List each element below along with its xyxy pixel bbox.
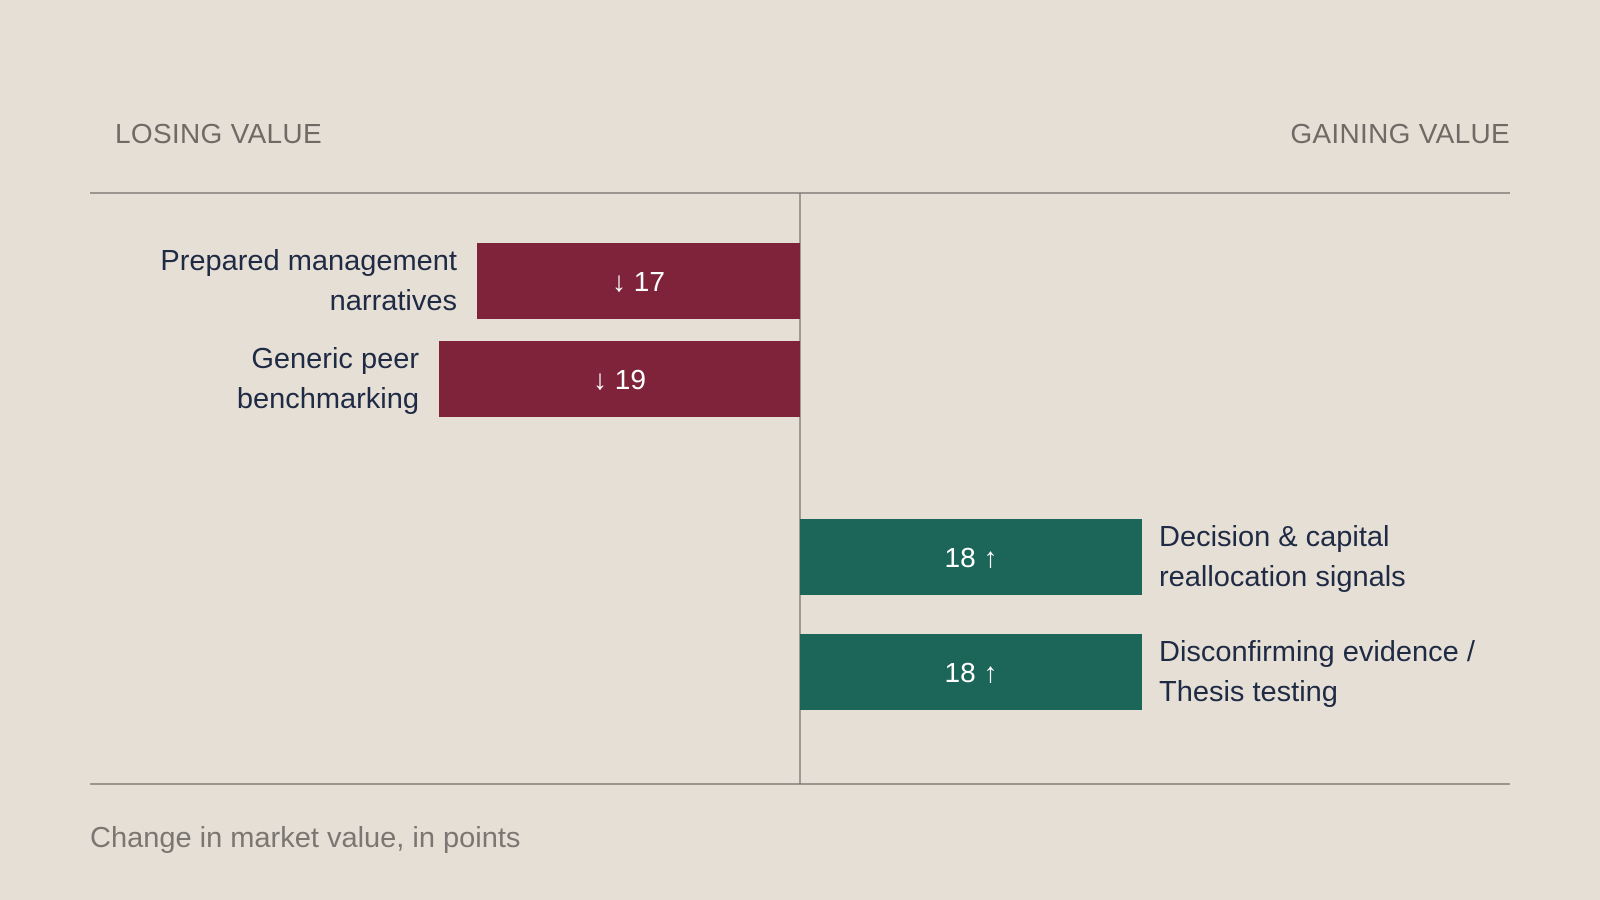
category-label-3: Decision & capital reallocation signals: [1159, 521, 1406, 593]
category-label-4: Disconfirming evidence / Thesis testing: [1159, 636, 1476, 708]
losing-value-heading: LOSING VALUE: [115, 118, 322, 149]
bars-group: ↓ 17 Prepared management narratives ↓ 19 Gen…: [160, 243, 1476, 710]
bar-value-label-4: 18 ↑: [945, 657, 998, 688]
bar-value-label-1: ↓ 17: [612, 266, 665, 297]
gaining-value-heading: GAINING VALUE: [1290, 118, 1510, 149]
bar-4: [800, 634, 1142, 710]
category-label-2: Generic peer benchmarking: [237, 343, 419, 415]
bar-2: [439, 341, 800, 417]
bar-value-label-2: ↓ 19: [593, 364, 646, 395]
bar-value-label-3: 18 ↑: [945, 542, 998, 573]
x-axis-caption: Change in market value, in points: [90, 822, 521, 854]
bar-3: [800, 519, 1142, 595]
bar-1: [477, 243, 800, 319]
category-label-1: Prepared management narratives: [160, 245, 457, 317]
